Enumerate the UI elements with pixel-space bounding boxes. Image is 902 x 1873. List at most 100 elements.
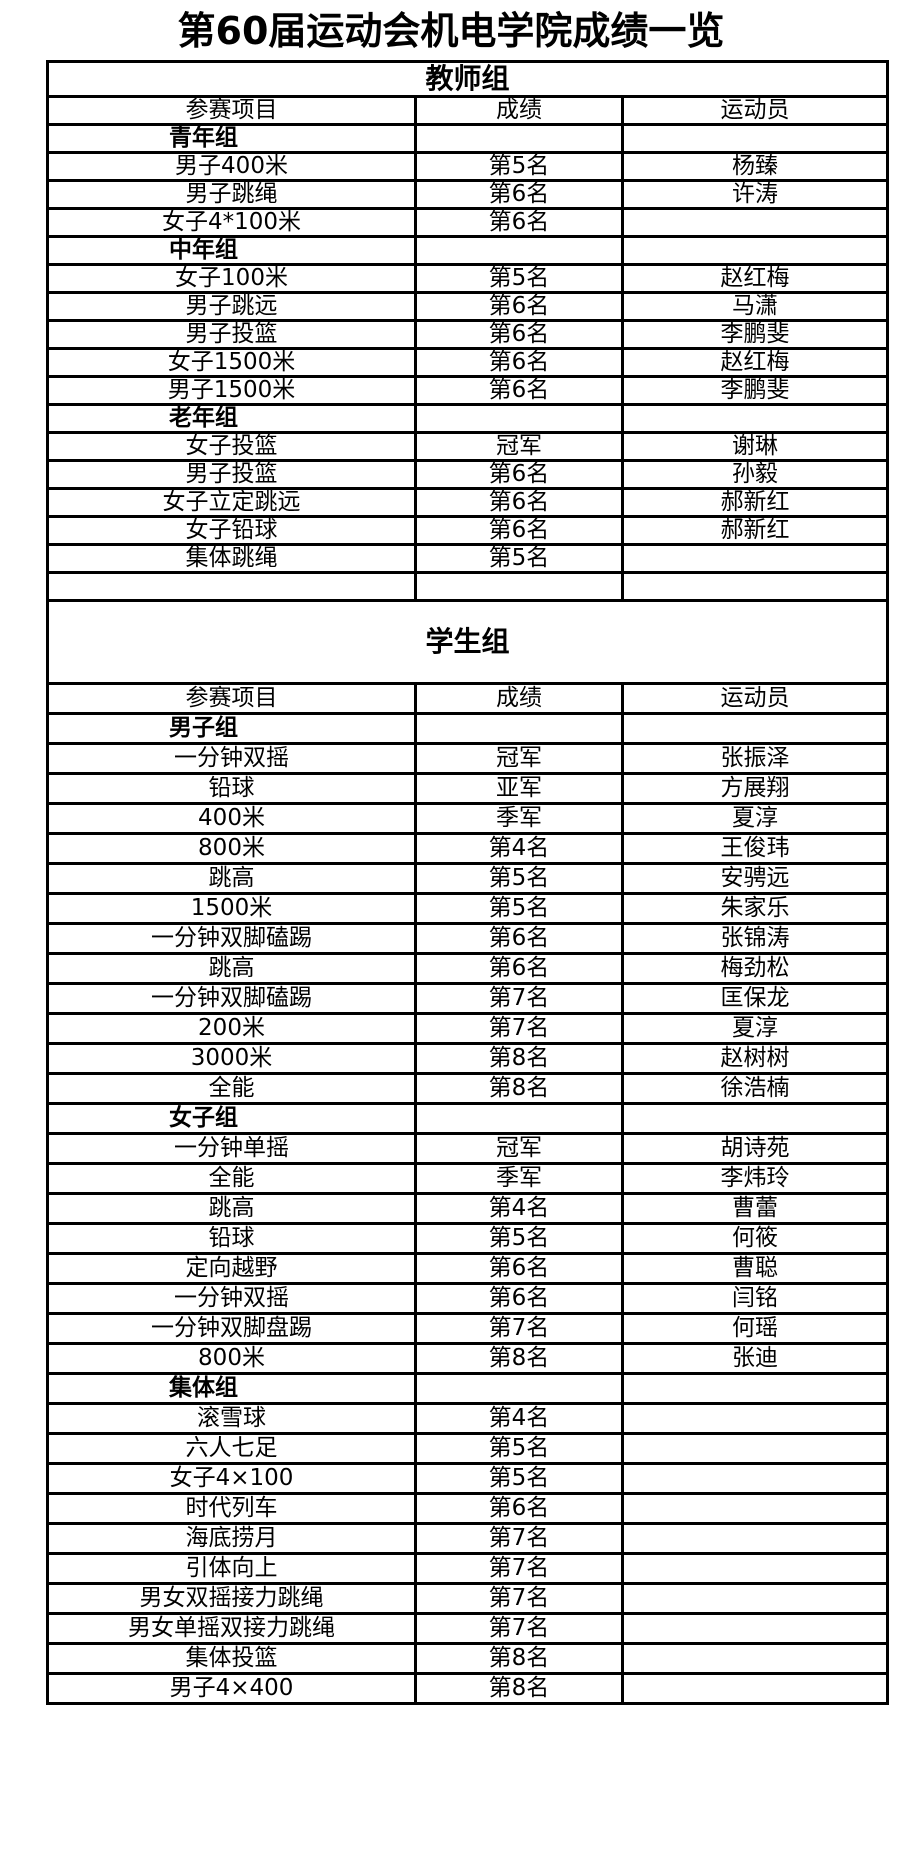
result-cell-text: 第5名: [488, 895, 550, 921]
result-cell-text: 第6名: [488, 517, 550, 543]
result-cell: 第5名: [414, 263, 624, 294]
athlete-cell: 李炜玲: [620, 1162, 890, 1195]
group-header-row: 中年组: [46, 235, 890, 266]
group-name: 青年组: [46, 123, 417, 154]
group-name-text: 集体组: [169, 1375, 238, 1401]
column-header-result-text: 成绩: [496, 685, 542, 711]
athlete-cell: 郝新红: [620, 487, 890, 518]
result-cell-text: 第4名: [488, 1195, 550, 1221]
event-cell-text: 男子400米: [175, 153, 288, 179]
result-cell-text: 第6名: [488, 955, 550, 981]
athlete-cell-text: 何筱: [732, 1225, 778, 1251]
event-cell-text: 海底捞月: [185, 1525, 278, 1551]
result-cell-text: 第6名: [488, 1495, 550, 1521]
athlete-cell-text: 郝新红: [720, 489, 790, 515]
table-row: 男女单摇双接力跳绳 第7名: [46, 1612, 890, 1645]
event-cell-text: 一分钟双摇: [174, 745, 289, 771]
result-cell-text: 第6名: [488, 461, 550, 487]
result-cell-text: 第5名: [488, 1435, 550, 1461]
event-cell: 800米: [46, 1342, 417, 1375]
athlete-cell: [620, 1462, 890, 1495]
table-row: 引体向上 第7名: [46, 1552, 890, 1585]
column-header-event-text: 参赛项目: [185, 685, 278, 711]
event-cell-text: 男子投篮: [185, 321, 278, 347]
result-cell: 第6名: [414, 952, 624, 985]
result-cell: 冠军: [414, 431, 624, 462]
column-header-result: 成绩: [414, 95, 624, 126]
athlete-cell-text: 张锦涛: [720, 925, 790, 951]
result-cell: 第6名: [414, 319, 624, 350]
table-row: 女子4×100 第5名: [46, 1462, 890, 1495]
event-cell-text: 集体投篮: [185, 1645, 278, 1671]
result-cell: 第5名: [414, 1462, 624, 1495]
athlete-cell-text: 方展翔: [720, 775, 790, 801]
event-cell-text: 集体跳绳: [185, 545, 278, 571]
group-header-row: 集体组: [46, 1372, 890, 1405]
athlete-cell: 匡保龙: [620, 982, 890, 1015]
table-row: 一分钟双脚盘踢 第7名 何瑶: [46, 1312, 890, 1345]
result-cell: 第6名: [414, 459, 624, 490]
event-cell: 滚雪球: [46, 1402, 417, 1435]
athlete-cell-text: 夏淳: [732, 1015, 778, 1041]
event-cell-text: 女子投篮: [185, 433, 278, 459]
athlete-cell: 马潇: [620, 291, 890, 322]
event-cell: 全能: [46, 1162, 417, 1195]
athlete-cell-text: 李炜玲: [720, 1165, 790, 1191]
student-section-header: 学生组: [45, 599, 890, 685]
empty-cell: [414, 571, 624, 602]
event-cell: 女子立定跳远: [46, 487, 417, 518]
result-cell: 第6名: [414, 291, 624, 322]
result-cell: 第7名: [414, 1012, 624, 1045]
result-cell: 第8名: [414, 1642, 624, 1675]
table-row: 一分钟双摇 第6名 闫铭: [46, 1282, 890, 1315]
athlete-cell: 朱家乐: [620, 892, 890, 925]
event-cell-text: 男子4×400: [169, 1675, 294, 1701]
athlete-cell-text: 郝新红: [720, 517, 790, 543]
result-cell: 第5名: [414, 543, 624, 574]
group-name: 女子组: [46, 1102, 417, 1135]
event-cell: 200米: [46, 1012, 417, 1045]
event-cell: 铅球: [46, 772, 417, 805]
event-cell: 一分钟双摇: [46, 1282, 417, 1315]
result-cell-text: 第7名: [488, 1015, 550, 1041]
event-cell-text: 一分钟双摇: [174, 1285, 289, 1311]
group-name-text: 老年组: [169, 405, 238, 431]
column-header-athlete-text: 运动员: [720, 685, 790, 711]
empty-cell: [414, 712, 624, 745]
athlete-cell: [620, 1522, 890, 1555]
result-cell-text: 第8名: [488, 1075, 550, 1101]
table-row: 800米 第8名 张迪: [46, 1342, 890, 1375]
event-cell: 六人七足: [46, 1432, 417, 1465]
result-cell: 第6名: [414, 207, 624, 238]
event-cell-text: 女子4*100米: [161, 209, 302, 235]
athlete-cell: [620, 1492, 890, 1525]
event-cell: 男子400米: [46, 151, 417, 182]
event-cell-text: 400米: [198, 805, 265, 831]
group-name-text: 中年组: [169, 237, 238, 263]
event-cell: 3000米: [46, 1042, 417, 1075]
empty-cell: [46, 571, 417, 602]
event-cell-text: 1500米: [190, 895, 273, 921]
group-header-row: 老年组: [46, 403, 890, 434]
event-cell-text: 男女单摇双接力跳绳: [128, 1615, 335, 1641]
group-name: 男子组: [46, 712, 417, 745]
athlete-cell: [620, 207, 890, 238]
table-row: 滚雪球 第4名: [46, 1402, 890, 1435]
result-cell: 第5名: [414, 862, 624, 895]
empty-cell: [414, 1372, 624, 1405]
event-cell: 男子1500米: [46, 375, 417, 406]
result-cell-text: 第7名: [488, 1555, 550, 1581]
event-cell-text: 200米: [198, 1015, 265, 1041]
event-cell: 跳高: [46, 952, 417, 985]
group-name: 老年组: [46, 403, 417, 434]
table-row: 男子400米 第5名 杨臻: [46, 151, 890, 182]
table-row: 定向越野 第6名 曹聪: [46, 1252, 890, 1285]
athlete-cell: [620, 1672, 890, 1705]
result-cell: 第5名: [414, 151, 624, 182]
athlete-cell-text: 闫铭: [732, 1285, 778, 1311]
result-cell-text: 第5名: [488, 153, 550, 179]
athlete-cell-text: 赵红梅: [720, 349, 790, 375]
group-header-row: 青年组: [46, 123, 890, 154]
table-row: 女子立定跳远 第6名 郝新红: [46, 487, 890, 518]
athlete-cell: [620, 543, 890, 574]
